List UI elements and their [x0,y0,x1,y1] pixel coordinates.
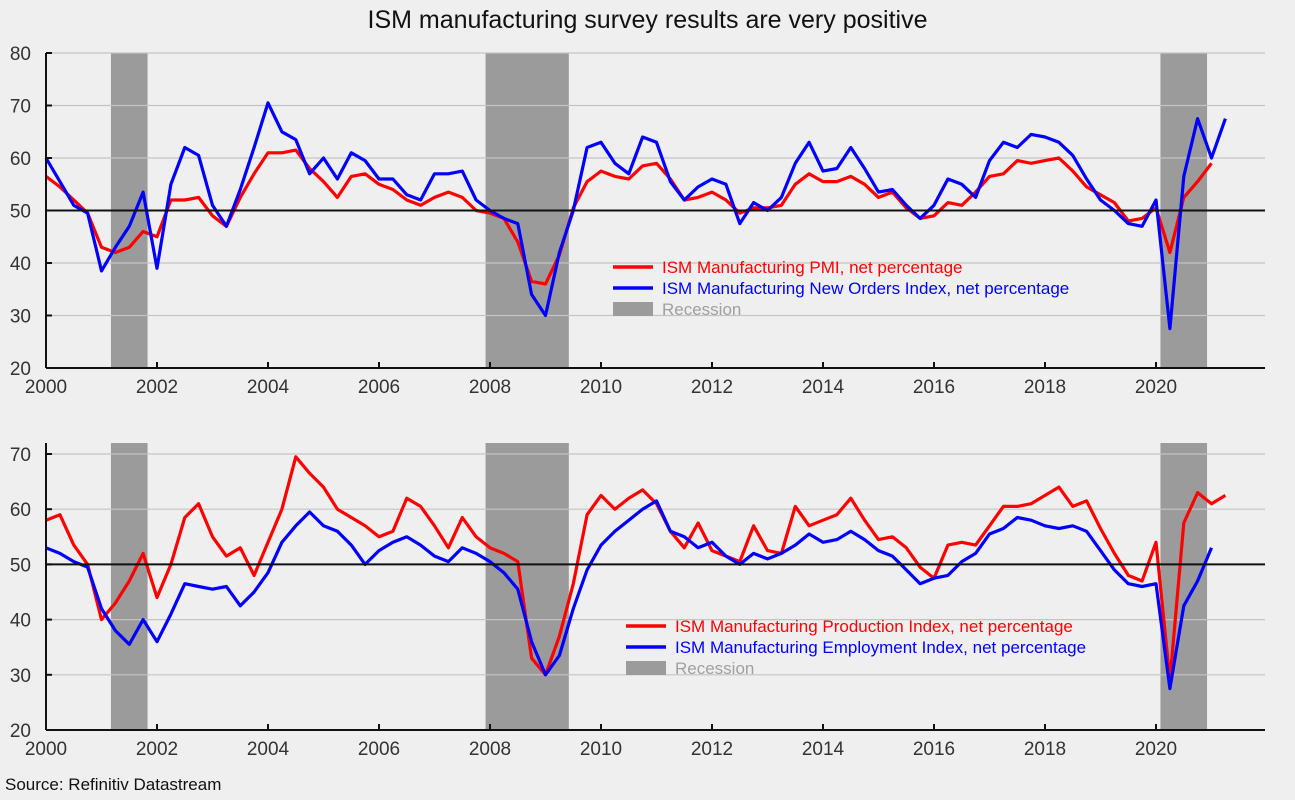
chart-title: ISM manufacturing survey results are ver… [367,6,928,34]
x-tick-label: 2018 [1024,377,1066,398]
y-tick-label: 20 [10,721,31,742]
recession-band [485,443,569,730]
x-tick-label: 2004 [247,739,290,760]
legend-label: Recession [662,300,741,319]
legend-label: ISM Manufacturing PMI, net percentage [662,258,963,277]
y-tick-label: 50 [10,202,31,223]
y-tick-label: 40 [10,611,31,632]
x-tick-label: 2008 [469,377,511,398]
y-tick-label: 80 [10,44,31,65]
legend: ISM Manufacturing Production Index, net … [626,617,1086,678]
y-tick-label: 70 [10,97,31,118]
legend-swatch-recession [613,302,653,316]
x-tick-label: 2010 [580,739,622,760]
x-tick-label: 2000 [25,739,67,760]
series-line-red [45,148,1213,286]
top-panel: 20 30 40 50 60 70 80 2000 2002 2004 2006 2008 2010 20… [10,44,1265,398]
y-tick-label: 60 [10,500,31,521]
x-tick-label: 2020 [1135,739,1177,760]
legend-label: ISM Manufacturing New Orders Index, net … [662,279,1069,298]
y-tick-label: 70 [10,445,31,466]
legend-label: ISM Manufacturing Employment Index, net … [675,638,1086,657]
y-tick-label: 60 [10,149,31,170]
legend-swatch-recession [626,661,666,675]
y-tick-label: 40 [10,254,31,275]
x-tick-label: 2016 [913,739,955,760]
x-tick-label: 2010 [580,377,622,398]
x-tick-label: 2012 [691,377,733,398]
bottom-panel: 20 30 40 50 60 70 2000 2002 2004 2006 2008 2010 2012… [10,443,1265,760]
y-tick-label: 30 [10,307,31,328]
x-tick-label: 2012 [691,739,733,760]
recession-band [110,443,148,730]
x-tick-label: 2004 [247,377,290,398]
y-tick-label: 50 [10,555,31,576]
recession-band [1160,443,1208,730]
x-tick-label: 2020 [1135,377,1177,398]
x-tick-label: 2002 [136,739,178,760]
legend-label: Recession [675,659,754,678]
legend: ISM Manufacturing PMI, net percentage ISM… [613,258,1069,319]
series-line-blue [45,499,1213,691]
series-line-blue [44,101,1227,331]
x-tick-label: 2002 [136,377,178,398]
legend-label: ISM Manufacturing Production Index, net … [675,617,1073,636]
source-note: Source: Refinitiv Datastream [5,775,222,794]
y-tick-label: 30 [10,666,31,687]
series-line-red [45,455,1227,682]
y-tick-label: 20 [10,359,31,380]
x-tick-label: 2014 [802,739,845,760]
x-tick-label: 2000 [25,377,67,398]
x-tick-label: 2016 [913,377,955,398]
x-tick-label: 2008 [469,739,511,760]
x-tick-label: 2018 [1024,739,1066,760]
x-tick-label: 2006 [358,377,400,398]
x-tick-label: 2014 [802,377,845,398]
x-tick-label: 2006 [358,739,400,760]
